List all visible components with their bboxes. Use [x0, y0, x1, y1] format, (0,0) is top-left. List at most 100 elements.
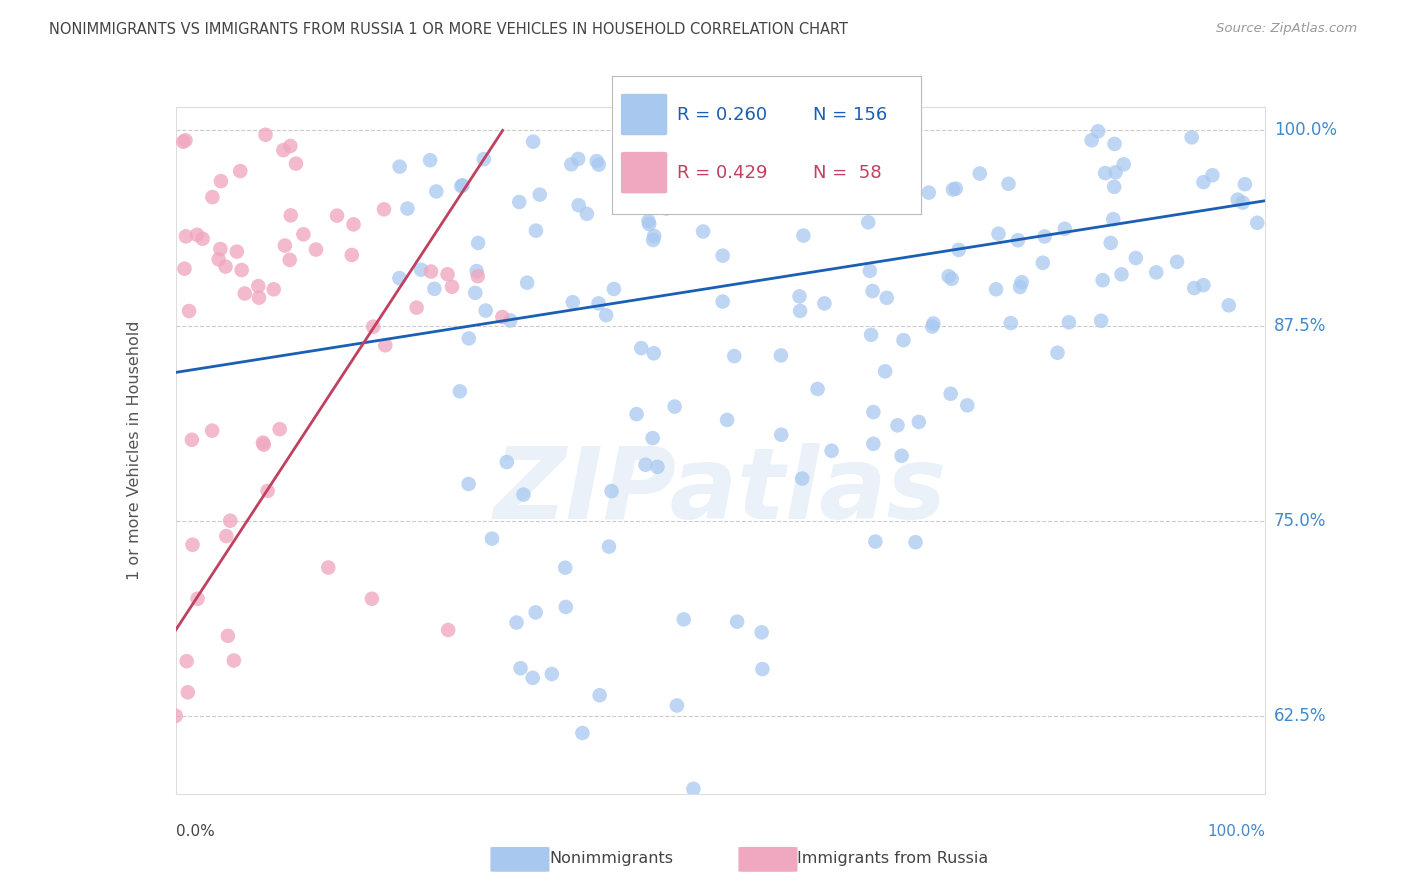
Point — [769, 348, 792, 362]
Point — [613, 161, 636, 176]
Point — [672, 612, 695, 626]
Point — [664, 400, 686, 414]
Point — [253, 437, 276, 451]
Point — [524, 606, 547, 620]
Point — [598, 540, 620, 554]
Point — [284, 156, 307, 170]
Point — [215, 529, 238, 543]
Point — [1104, 165, 1126, 179]
Text: 62.5%: 62.5% — [1274, 706, 1326, 725]
Point — [839, 142, 862, 156]
Point — [436, 267, 458, 281]
Point — [727, 169, 749, 184]
Point — [741, 179, 763, 194]
Point — [450, 179, 472, 194]
Point — [886, 418, 908, 433]
Point — [866, 186, 889, 201]
Point — [1033, 229, 1056, 244]
Point — [177, 304, 200, 318]
Point — [180, 433, 202, 447]
Point — [858, 215, 880, 229]
Point — [832, 138, 855, 153]
Point — [524, 224, 547, 238]
Text: R = 0.260: R = 0.260 — [676, 105, 766, 123]
Text: Source: ZipAtlas.com: Source: ZipAtlas.com — [1216, 22, 1357, 36]
Point — [231, 263, 253, 277]
Point — [437, 623, 460, 637]
Point — [1080, 133, 1102, 147]
Text: NONIMMIGRANTS VS IMMIGRANTS FROM RUSSIA 1 OR MORE VEHICLES IN HOUSEHOLD CORRELAT: NONIMMIGRANTS VS IMMIGRANTS FROM RUSSIA … — [49, 22, 848, 37]
Point — [181, 538, 204, 552]
Point — [269, 422, 291, 436]
Point — [997, 177, 1019, 191]
Point — [862, 405, 884, 419]
Point — [509, 661, 531, 675]
Point — [716, 413, 738, 427]
Text: ZIPatlas: ZIPatlas — [494, 443, 948, 541]
Point — [554, 560, 576, 574]
Point — [561, 295, 583, 310]
FancyBboxPatch shape — [738, 847, 797, 871]
Point — [1000, 316, 1022, 330]
Point — [956, 398, 979, 412]
Point — [207, 252, 229, 267]
Point — [165, 708, 187, 723]
Point — [692, 196, 714, 211]
Point — [405, 301, 427, 315]
Point — [425, 185, 447, 199]
FancyBboxPatch shape — [621, 94, 668, 136]
Point — [457, 331, 479, 345]
Point — [568, 198, 591, 212]
Point — [554, 599, 576, 614]
Point — [388, 160, 411, 174]
Point — [588, 296, 610, 310]
Point — [862, 437, 884, 451]
FancyBboxPatch shape — [491, 847, 550, 871]
Point — [647, 459, 669, 474]
Point — [419, 153, 441, 168]
Point — [1032, 256, 1054, 270]
Point — [820, 443, 842, 458]
Point — [634, 458, 657, 472]
Point — [813, 296, 835, 310]
Point — [643, 229, 665, 244]
Point — [806, 382, 828, 396]
Point — [388, 271, 411, 285]
Point — [441, 279, 464, 293]
Text: Nonimmigrants: Nonimmigrants — [550, 851, 673, 866]
Text: 100.0%: 100.0% — [1208, 824, 1265, 839]
Point — [723, 349, 745, 363]
Point — [1182, 281, 1205, 295]
Point — [373, 202, 395, 217]
Point — [711, 249, 734, 263]
Point — [1094, 166, 1116, 180]
Point — [449, 384, 471, 399]
Point — [292, 227, 315, 242]
Point — [278, 252, 301, 267]
Point — [474, 303, 496, 318]
Point — [1008, 280, 1031, 294]
Point — [229, 164, 252, 178]
Point — [575, 207, 598, 221]
Point — [862, 284, 884, 298]
Point — [305, 243, 328, 257]
Point — [890, 449, 912, 463]
Point — [588, 158, 610, 172]
Point — [1007, 233, 1029, 247]
Text: R = 0.429: R = 0.429 — [676, 163, 768, 182]
Point — [396, 202, 419, 216]
Point — [789, 304, 811, 318]
Point — [860, 327, 883, 342]
Point — [512, 487, 534, 501]
Point — [256, 483, 278, 498]
Point — [792, 228, 814, 243]
Point — [1099, 235, 1122, 250]
Point — [280, 139, 302, 153]
Point — [875, 364, 897, 378]
Point — [1046, 345, 1069, 359]
Point — [665, 698, 688, 713]
Point — [945, 181, 967, 195]
Point — [274, 238, 297, 252]
Point — [865, 534, 887, 549]
Point — [505, 615, 527, 630]
